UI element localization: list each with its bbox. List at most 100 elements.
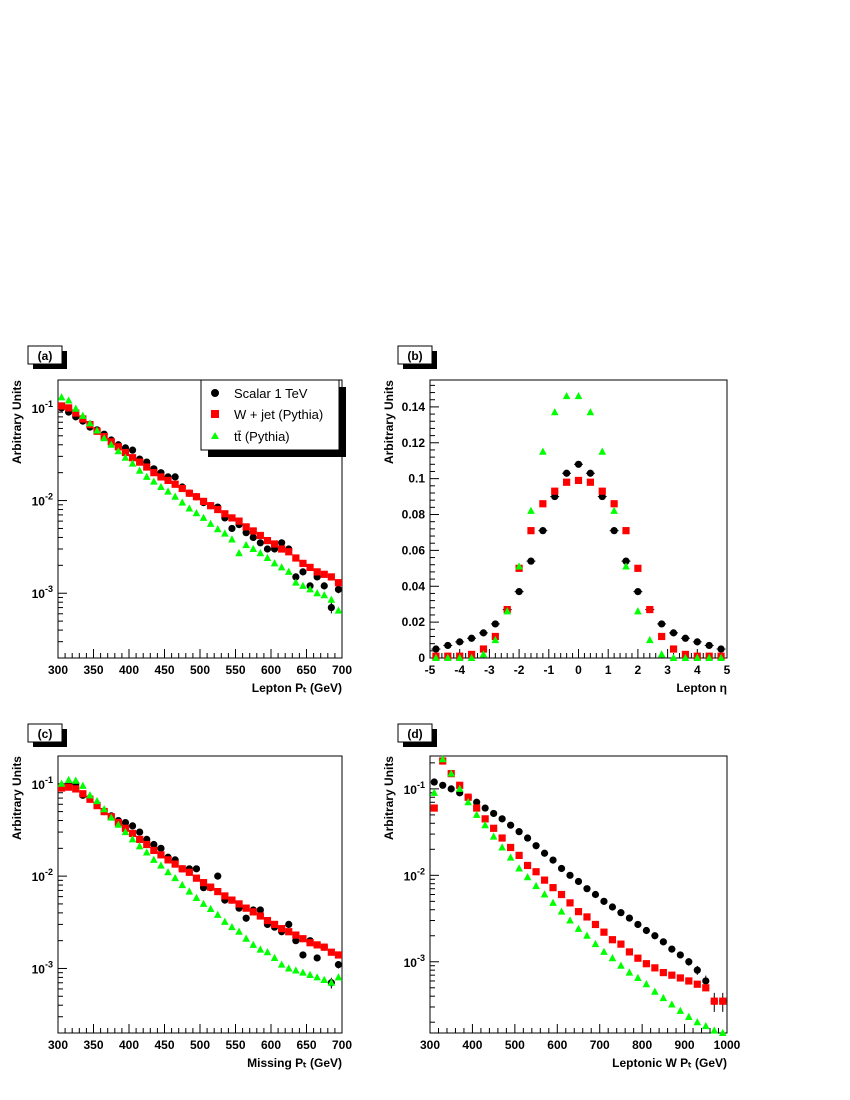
data-point: [178, 498, 187, 506]
data-point: [292, 578, 300, 586]
data-point: [549, 884, 557, 892]
data-point: [334, 585, 343, 593]
data-point: [57, 784, 66, 792]
data-point: [235, 900, 243, 908]
data-point: [444, 653, 452, 661]
data-point: [221, 892, 229, 900]
x-tick-label: 450: [154, 663, 174, 677]
series-3: [430, 755, 727, 1036]
data-point: [717, 645, 725, 653]
data-point: [701, 1021, 710, 1030]
data-point: [583, 885, 591, 893]
chart-panel-4: (d) 300 400 500 600 700 800 900 1000 10-1 10-2 10-3…: [382, 723, 741, 1070]
data-point: [430, 778, 438, 786]
data-point: [498, 815, 506, 823]
x-tick-label: 700: [332, 1038, 352, 1052]
y-axis-label: Arbitrary Units: [10, 380, 24, 464]
data-point: [327, 595, 336, 603]
x-tick-label: 800: [632, 1038, 652, 1052]
data-point: [659, 993, 668, 1002]
data-point: [256, 945, 265, 953]
data-point: [622, 562, 630, 570]
data-point: [107, 813, 116, 821]
series-3: [432, 391, 725, 661]
data-point: [142, 472, 151, 480]
y-tick-label: 10-3: [32, 584, 53, 601]
data-point: [693, 1017, 702, 1026]
x-tick-label: 350: [83, 1038, 103, 1052]
data-point: [285, 928, 293, 936]
data-point: [676, 1006, 685, 1014]
data-point: [228, 896, 236, 904]
data-point: [206, 519, 215, 527]
legend: Scalar 1 TeV W + jet (Pythia) tt̄ (Pythi…: [200, 379, 346, 457]
data-point: [610, 506, 618, 514]
x-tick-label: 1000: [714, 1038, 741, 1052]
data-point: [455, 653, 464, 661]
x-tick-label: 550: [225, 1038, 245, 1052]
y-tick-label: 10-1: [32, 399, 53, 416]
data-point: [292, 554, 300, 562]
x-tick-label: 900: [675, 1038, 695, 1052]
data-point: [249, 533, 257, 542]
data-point: [634, 920, 642, 929]
data-point: [617, 940, 625, 948]
data-point: [185, 489, 193, 497]
y-axis-label: Arbitrary Units: [382, 756, 396, 840]
data-point: [292, 931, 300, 939]
data-point: [634, 564, 642, 572]
data-point: [523, 873, 532, 881]
data-point: [114, 820, 123, 828]
x-tick-label: 300: [420, 1038, 440, 1052]
data-point: [540, 890, 549, 898]
data-point: [467, 653, 476, 661]
data-point: [214, 887, 222, 896]
data-point: [128, 459, 137, 467]
x-tick-label: -5: [425, 663, 436, 677]
data-point: [214, 505, 222, 514]
data-point: [432, 645, 440, 653]
x-tick-label: 4: [694, 663, 701, 677]
data-point: [150, 840, 158, 849]
data-point: [586, 469, 594, 477]
y-tick-label: 0.14: [402, 400, 426, 414]
data-point: [515, 588, 523, 596]
data-point: [334, 961, 343, 969]
data-point: [557, 907, 566, 915]
x-tick-label: -2: [514, 663, 525, 677]
data-point: [551, 487, 559, 495]
data-point: [608, 936, 617, 944]
data-point: [491, 620, 499, 628]
data-point: [718, 1028, 727, 1036]
data-point: [157, 473, 165, 481]
data-point: [668, 945, 676, 953]
data-point: [481, 815, 489, 823]
data-point: [72, 785, 80, 793]
data-point: [539, 527, 547, 535]
data-point: [464, 798, 472, 806]
data-point: [320, 570, 328, 578]
data-point: [242, 540, 250, 549]
data-point: [320, 582, 328, 590]
data-point: [235, 549, 243, 557]
data-point: [292, 937, 300, 945]
data-point: [327, 603, 335, 612]
data-point: [456, 638, 464, 646]
data-point: [523, 834, 532, 842]
data-point: [515, 851, 523, 859]
data-point: [185, 504, 194, 512]
data-point: [710, 1026, 719, 1034]
data-point: [150, 469, 158, 477]
data-point: [292, 966, 300, 974]
y-tick-label: 0: [418, 651, 425, 665]
data-point: [438, 755, 447, 763]
data-point: [549, 898, 557, 906]
panel-tag-box: [397, 345, 433, 365]
data-point: [249, 527, 257, 535]
y-tick-label: 0.12: [402, 436, 426, 450]
data-point: [634, 588, 642, 596]
data-point: [100, 805, 108, 813]
data-point: [591, 939, 600, 948]
data-point: [439, 781, 447, 789]
data-point: [532, 842, 540, 850]
